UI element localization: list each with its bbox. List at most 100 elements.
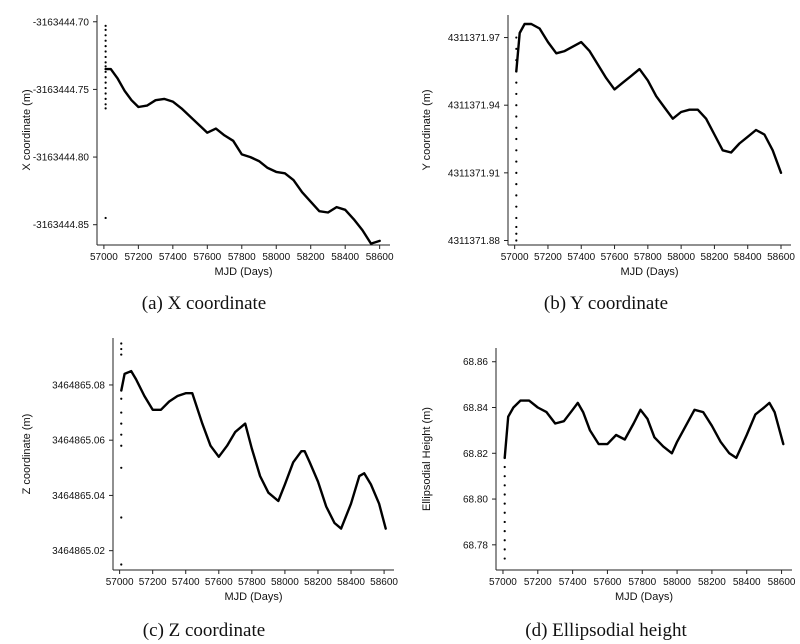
data-point	[503, 484, 506, 487]
x-axis-title: MJD (Days)	[620, 266, 678, 278]
data-point	[104, 103, 107, 106]
y-tick-label: 68.86	[463, 357, 488, 368]
chart-z-coordinate: 57000 57200 57400 57600 57800 58000 58200 58400…	[21, 338, 398, 603]
data-point	[515, 239, 518, 242]
y-axis-title: Ellipsodial Height (m)	[421, 407, 433, 511]
data-point	[503, 502, 506, 505]
x-tick-label: 57800	[634, 252, 662, 263]
data-point	[104, 45, 107, 48]
y-axis-title: Z coordinate (m)	[21, 414, 33, 495]
x-tick-label: 57400	[172, 577, 200, 588]
x-tick-label: 57000	[106, 577, 134, 588]
data-point	[503, 529, 506, 533]
x-tick-label: 57600	[205, 577, 233, 588]
chart-y-coordinate: 57000 57200 57400 57600 57800 58000 58200 58400…	[421, 15, 795, 278]
data-point	[515, 137, 518, 141]
x-tick-label: 57600	[601, 252, 629, 263]
x-tick-label: 57400	[567, 252, 595, 263]
series-line	[515, 22, 783, 174]
data-point	[515, 47, 518, 50]
data-point	[104, 61, 107, 64]
data-point	[120, 353, 123, 356]
data-point	[515, 149, 518, 152]
data-point	[503, 539, 506, 542]
data-point	[104, 81, 107, 84]
data-point	[120, 422, 123, 425]
x-tick-label: 57800	[628, 577, 656, 588]
data-point	[515, 104, 518, 107]
x-tick-label: 57000	[90, 252, 118, 263]
y-tick-label: 4311371.97	[448, 33, 501, 44]
data-point	[120, 397, 123, 400]
x-tick-label: 57200	[139, 577, 167, 588]
data-point	[515, 216, 518, 220]
y-axis-title: X coordinate (m)	[21, 89, 33, 170]
data-point	[104, 216, 107, 220]
y-tick-label: 4311371.94	[448, 101, 501, 112]
x-tick-label: 57400	[559, 577, 587, 588]
x-tick-label: 58600	[767, 252, 795, 263]
x-tick-label: 58000	[667, 252, 695, 263]
y-tick-label: 68.82	[463, 449, 488, 460]
x-tick-label: 58000	[663, 577, 691, 588]
y-tick-label: 3464865.02	[52, 546, 105, 557]
series-line	[104, 67, 381, 245]
data-point	[515, 81, 518, 84]
x-tick-label: 58000	[262, 252, 290, 263]
x-tick-label: 57000	[501, 252, 529, 263]
data-point	[104, 55, 107, 59]
data-point	[104, 50, 107, 53]
data-point	[503, 511, 506, 514]
data-point	[503, 465, 506, 469]
data-point	[104, 97, 107, 100]
x-tick-label: 57000	[489, 577, 517, 588]
data-point	[104, 28, 107, 31]
y-tick-label: -3163444.85	[33, 220, 90, 231]
x-tick-label: 58000	[271, 577, 299, 588]
data-point	[120, 444, 123, 447]
data-point	[120, 563, 123, 566]
x-axis-title: MJD (Days)	[224, 591, 282, 603]
y-tick-label: 68.84	[463, 403, 488, 414]
caption-c: (c) Z coordinate	[142, 620, 266, 641]
x-tick-label: 57800	[238, 577, 266, 588]
data-point	[503, 520, 506, 524]
y-tick-label: -3163444.70	[33, 17, 90, 28]
x-tick-label: 57600	[594, 577, 622, 588]
data-point	[120, 411, 123, 414]
data-point	[104, 107, 107, 110]
chart-x-coordinate: 57000 57200 57400 57600 57800 58000 58200 58400…	[21, 15, 394, 278]
panel-y-coordinate: 57000 57200 57400 57600 57800 58000 58200 58400…	[400, 0, 800, 322]
y-tick-label: 3464865.04	[52, 491, 105, 502]
x-tick-label: 57600	[193, 252, 221, 263]
data-point	[515, 92, 518, 96]
data-point	[120, 342, 123, 345]
x-axis-title: MJD (Days)	[615, 591, 673, 603]
data-point	[120, 433, 123, 436]
data-point	[104, 24, 107, 27]
data-point	[503, 557, 506, 560]
x-tick-label: 58600	[370, 577, 398, 588]
data-point	[104, 34, 107, 37]
data-point	[120, 466, 123, 469]
data-point	[515, 171, 518, 174]
x-tick-label: 58400	[733, 577, 761, 588]
data-point	[515, 194, 518, 197]
y-tick-label: 68.78	[463, 540, 488, 551]
x-tick-label: 58400	[734, 252, 762, 263]
panel-x-coordinate: 57000 57200 57400 57600 57800 58000 58200 58400…	[0, 0, 400, 322]
x-tick-label: 58600	[768, 577, 796, 588]
data-point	[515, 205, 518, 208]
x-tick-label: 57200	[524, 577, 552, 588]
data-point	[515, 232, 518, 235]
y-tick-label: -3163444.75	[33, 85, 90, 96]
x-tick-label: 58400	[331, 252, 359, 263]
caption-b: (b) Y coordinate	[543, 293, 669, 314]
x-tick-label: 58200	[698, 577, 726, 588]
caption-a: (a) X coordinate	[141, 293, 267, 314]
y-tick-label: 68.80	[463, 495, 488, 506]
x-tick-label: 58200	[304, 577, 332, 588]
data-point	[104, 76, 107, 79]
data-point	[515, 160, 518, 163]
